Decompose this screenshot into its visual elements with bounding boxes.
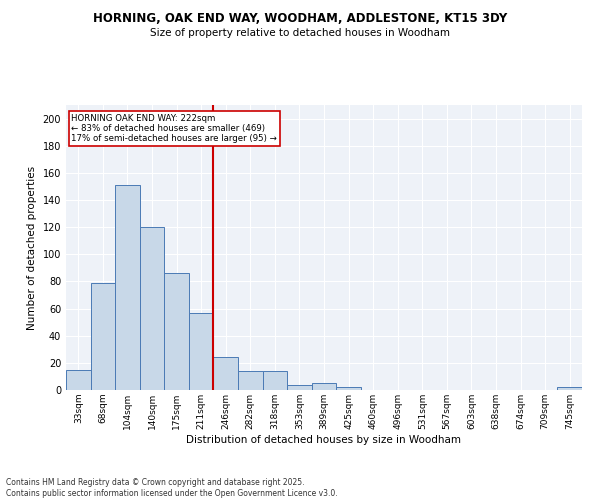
Y-axis label: Number of detached properties: Number of detached properties [27, 166, 37, 330]
X-axis label: Distribution of detached houses by size in Woodham: Distribution of detached houses by size … [187, 434, 461, 444]
Text: HORNING, OAK END WAY, WOODHAM, ADDLESTONE, KT15 3DY: HORNING, OAK END WAY, WOODHAM, ADDLESTON… [93, 12, 507, 26]
Bar [91, 283, 115, 390]
Bar [214, 358, 238, 390]
Bar [115, 185, 140, 390]
Bar [263, 371, 287, 390]
Text: Contains HM Land Registry data © Crown copyright and database right 2025.
Contai: Contains HM Land Registry data © Crown c… [6, 478, 338, 498]
Text: Size of property relative to detached houses in Woodham: Size of property relative to detached ho… [150, 28, 450, 38]
Bar [66, 370, 91, 390]
Bar [189, 312, 214, 390]
Bar [238, 371, 263, 390]
Bar [140, 227, 164, 390]
Bar [557, 388, 582, 390]
Bar [164, 274, 189, 390]
Bar [287, 384, 312, 390]
Text: HORNING OAK END WAY: 222sqm
← 83% of detached houses are smaller (469)
17% of se: HORNING OAK END WAY: 222sqm ← 83% of det… [71, 114, 277, 144]
Bar [336, 388, 361, 390]
Bar [312, 383, 336, 390]
